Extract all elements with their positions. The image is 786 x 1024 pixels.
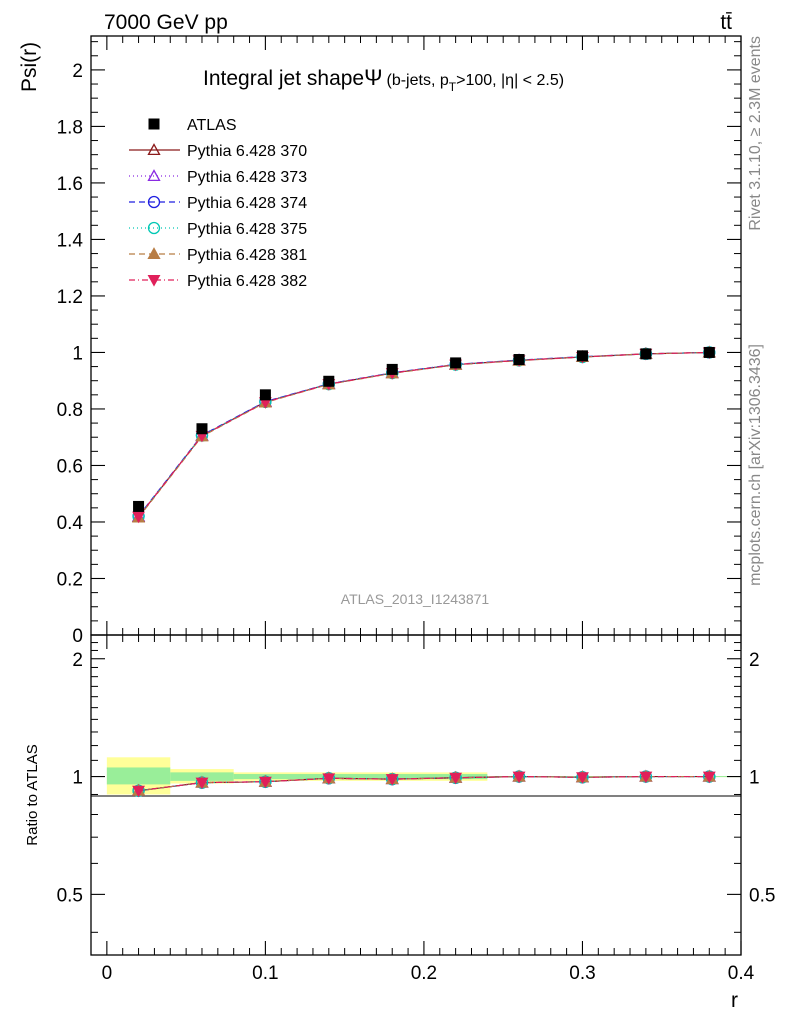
legend-atlas-marker xyxy=(148,118,160,130)
ratio-series-6-point xyxy=(195,777,209,790)
main-y-tick-label: 0 xyxy=(72,626,83,647)
ratio-series-6-point xyxy=(449,772,463,785)
main-y-tick-label: 0.2 xyxy=(57,569,83,590)
ratio-series-6-point xyxy=(132,785,145,798)
ratio-series-6-point xyxy=(576,772,589,784)
rivet-side-label: Rivet 3.1.10, ≥ 2.3M events xyxy=(747,36,764,231)
main-y-tick-label: 0.6 xyxy=(57,456,83,477)
atlas-data-point xyxy=(196,423,208,435)
atlas-data-point xyxy=(576,350,588,362)
atlas-data-point xyxy=(386,363,398,375)
legend-label-3: Pythia 6.428 374 xyxy=(187,195,307,212)
atlas-data-point xyxy=(450,357,462,369)
series-line-3 xyxy=(138,351,710,517)
series-line-2 xyxy=(138,351,710,517)
series-line-1 xyxy=(138,351,710,518)
series-line-5 xyxy=(138,351,710,518)
legend-marker-4 xyxy=(147,221,161,235)
main-y-tick-label: 0.8 xyxy=(57,400,83,421)
series-line-6 xyxy=(138,351,710,517)
atlas-data-point xyxy=(259,389,271,401)
ratio-series-6-point xyxy=(702,771,716,784)
ratio-series-6-point xyxy=(639,771,653,784)
atlas-data-point xyxy=(640,348,652,360)
main-y-tick-label: 1.8 xyxy=(57,117,83,138)
mcplots-side-label: mcplots.cern.ch [arXiv:1306.3436] xyxy=(747,344,764,586)
main-title-subtitle-a: (b-jets, p xyxy=(387,72,449,89)
header-right-label: tt̄ xyxy=(720,11,732,34)
ratio-series-line-6 xyxy=(138,775,710,792)
ratio-y-tick-label: 2 xyxy=(72,650,83,671)
legend-marker-6 xyxy=(147,275,161,287)
header-left-label: 7000 GeV pp xyxy=(104,11,228,34)
ratio-series-6-point xyxy=(322,773,336,785)
legend-marker-2 xyxy=(147,169,161,182)
atlas-data-point xyxy=(133,500,145,512)
ratio-series-line-4 xyxy=(138,775,710,792)
legend-marker-5 xyxy=(147,247,161,260)
ratio-y-tick-label-right: 2 xyxy=(749,650,760,671)
main-panel: 0 0.2 0.4 0.6 0.8 1 1.2 1.4 1.6 1.8 2 Integral jet… xyxy=(18,35,742,647)
ratio-y-tick-label-right: 0.5 xyxy=(749,885,775,906)
ratio-y-tick-label: 1 xyxy=(72,768,83,789)
ratio-series-6-point xyxy=(512,771,526,784)
legend: ATLAS Pythia 6.428 370 Pythia 6.428 373 Pyt… xyxy=(129,117,307,290)
main-title-symbol: Ψ xyxy=(364,65,382,90)
x-tick-label: 0.4 xyxy=(728,963,755,984)
main-y-tick-label: 2 xyxy=(72,61,83,82)
legend-marker-3 xyxy=(147,195,161,209)
ratio-panel: 0.5 0.51 12 2 0 0.1 0.2 0.3 0.4 Ratio to ATLAS … xyxy=(24,634,775,1012)
x-tick-label: 0 xyxy=(102,963,113,984)
legend-atlas-label: ATLAS xyxy=(187,117,237,134)
ratio-stat-uncertainty-band xyxy=(233,774,488,780)
main-title-subtitle-sub: T xyxy=(449,80,457,94)
x-tick-label: 0.2 xyxy=(411,963,437,984)
main-y-tick-label: 0.4 xyxy=(57,513,84,534)
atlas-data-point xyxy=(323,375,335,387)
ratio-y-tick-label: 0.5 xyxy=(57,885,83,906)
ratio-y-axis-label: Ratio to ATLAS xyxy=(24,744,41,845)
x-tick-label: 0.1 xyxy=(252,963,278,984)
main-title-text: Integral jet shape xyxy=(203,67,364,90)
series-line-4 xyxy=(138,351,710,517)
main-y-axis-label: Psi(r) xyxy=(18,42,41,92)
main-y-tick-label: 1.2 xyxy=(57,287,83,308)
legend-label-4: Pythia 6.428 375 xyxy=(187,221,307,238)
atlas-data-point xyxy=(513,354,525,366)
ratio-series-6-point xyxy=(258,776,272,789)
legend-label-5: Pythia 6.428 381 xyxy=(187,247,307,264)
main-y-tick-label: 1.6 xyxy=(57,174,83,195)
x-axis-label: r xyxy=(731,989,738,1012)
x-tick-label: 0.3 xyxy=(569,963,595,984)
atlas-data-point xyxy=(703,346,715,358)
legend-label-1: Pythia 6.428 370 xyxy=(187,143,307,160)
series-6-point xyxy=(132,511,145,524)
main-y-tick-label: 1.4 xyxy=(57,230,84,251)
legend-marker-1 xyxy=(147,143,161,156)
main-title: Integral jet shapeΨ (b-jets, pT>100, |η| … xyxy=(203,65,564,94)
main-title-subtitle-b: >100, |η| < 2.5) xyxy=(456,72,564,89)
ratio-stat-uncertainty-band xyxy=(106,767,171,785)
legend-label-2: Pythia 6.428 373 xyxy=(187,169,307,186)
ratio-y-tick-label-right: 1 xyxy=(749,768,760,789)
ratio-panel-frame xyxy=(90,634,742,956)
legend-label-6: Pythia 6.428 382 xyxy=(187,273,307,290)
main-y-tick-label: 1 xyxy=(72,343,83,364)
analysis-watermark: ATLAS_2013_I1243871 xyxy=(341,591,490,607)
ratio-series-6-point xyxy=(385,774,399,786)
